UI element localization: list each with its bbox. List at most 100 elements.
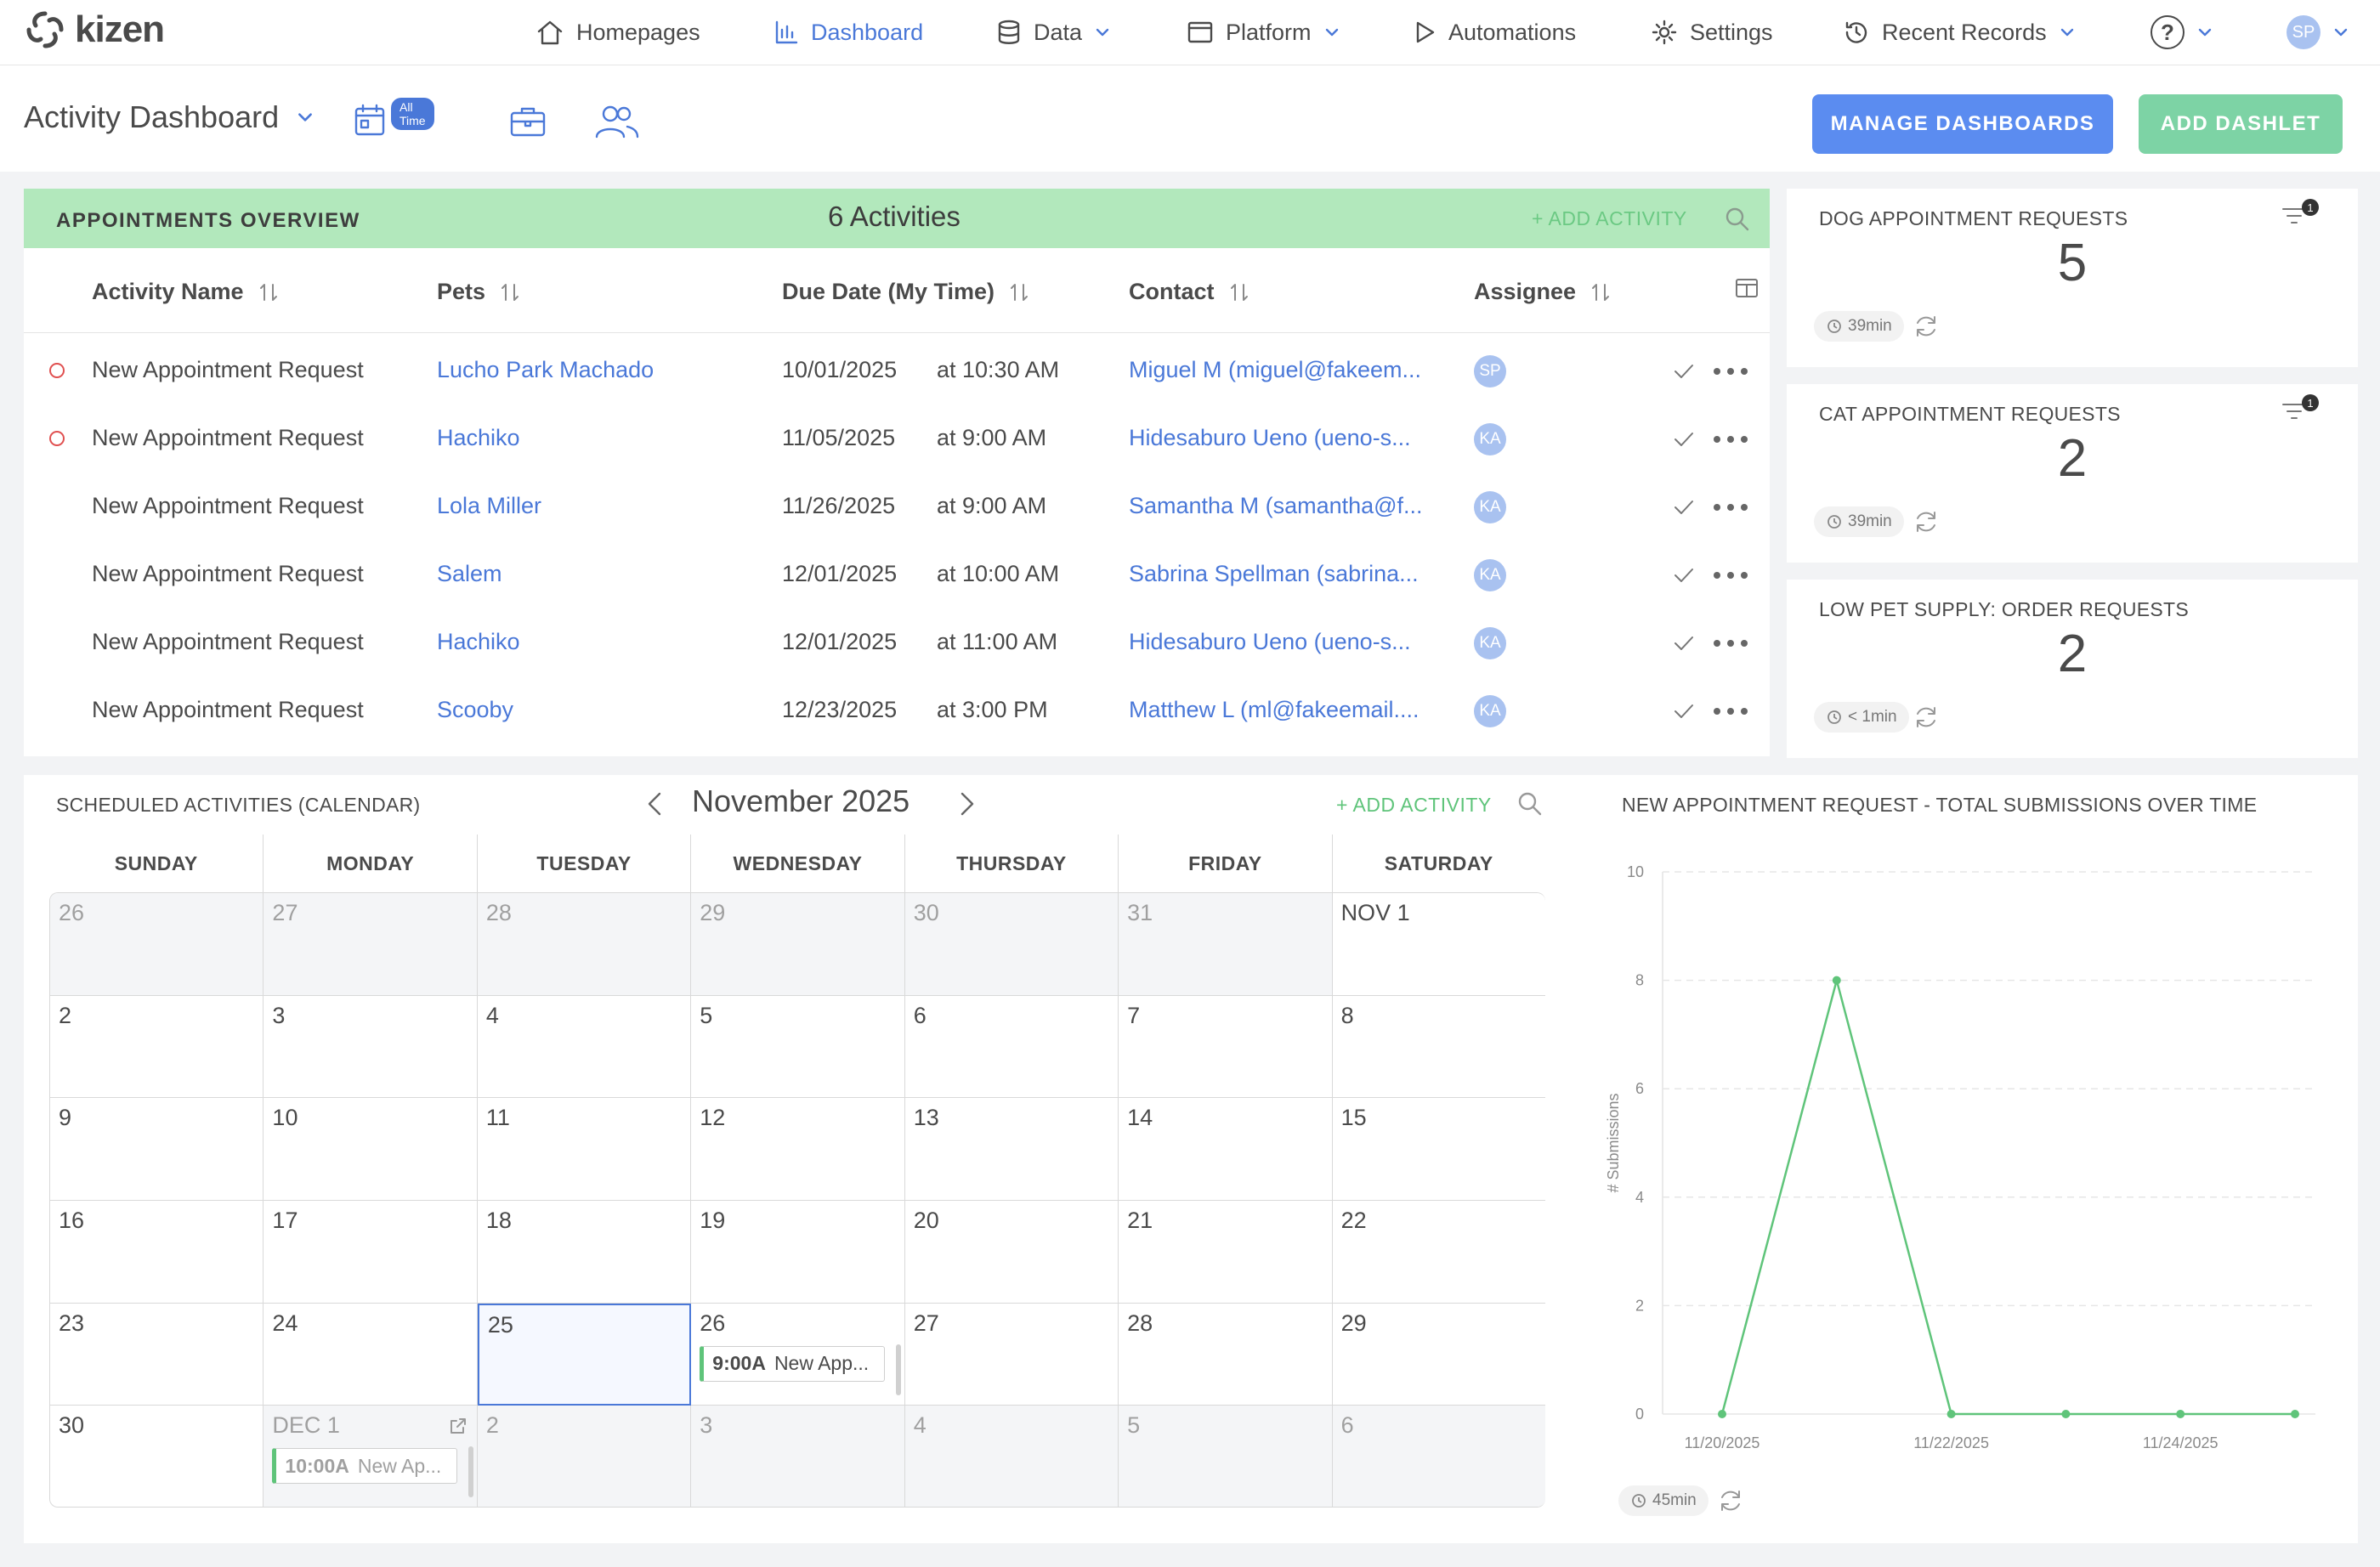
- calendar-day-cell[interactable]: 27: [904, 1303, 1119, 1406]
- column-header-contact[interactable]: Contact: [1129, 279, 1250, 305]
- calendar-day-cell[interactable]: 30: [904, 893, 1119, 996]
- calendar-day-cell[interactable]: 21: [1119, 1201, 1333, 1304]
- external-link-icon[interactable]: [448, 1416, 468, 1436]
- contact-link[interactable]: Hidesaburo Ueno (ueno-s...: [1129, 425, 1411, 450]
- column-header-activity-name[interactable]: Activity Name: [92, 279, 280, 305]
- calendar-day-cell[interactable]: 2: [477, 1406, 692, 1507]
- calendar-day-cell[interactable]: 3: [691, 1406, 905, 1507]
- table-row[interactable]: New Appointment Request Salem 12/01/2025…: [24, 540, 1770, 608]
- columns-icon[interactable]: [1734, 277, 1760, 301]
- assignee-avatar[interactable]: SP: [1474, 355, 1506, 388]
- filter-button[interactable]: 1: [2280, 199, 2319, 234]
- chevron-left-icon[interactable]: [641, 787, 670, 821]
- user-menu[interactable]: SP: [2286, 0, 2349, 65]
- event-scrollbar[interactable]: [895, 1344, 901, 1395]
- chevron-right-icon[interactable]: [952, 787, 981, 821]
- assignee-avatar[interactable]: KA: [1474, 491, 1506, 523]
- table-row[interactable]: New Appointment Request Lola Miller 11/2…: [24, 472, 1770, 540]
- more-options-icon[interactable]: [1712, 563, 1749, 588]
- calendar-day-cell[interactable]: NOV 1: [1332, 893, 1545, 996]
- check-icon[interactable]: [1671, 563, 1697, 588]
- nav-automations[interactable]: Automations: [1413, 0, 1576, 65]
- calendar-day-cell[interactable]: 18: [477, 1201, 692, 1304]
- dashboard-selector[interactable]: Activity Dashboard: [24, 99, 314, 135]
- contact-link[interactable]: Matthew L (ml@fakeemail....: [1129, 697, 1420, 722]
- calendar-day-cell[interactable]: 7: [1119, 995, 1333, 1099]
- calendar-day-cell[interactable]: 8: [1332, 995, 1545, 1099]
- table-row[interactable]: New Appointment Request Scooby 12/23/202…: [24, 676, 1770, 744]
- calendar-day-cell[interactable]: 4: [904, 1406, 1119, 1507]
- help-menu[interactable]: ?: [2150, 0, 2213, 65]
- activity-name-cell[interactable]: New Appointment Request: [92, 493, 364, 518]
- date-filter[interactable]: All Time: [354, 98, 434, 143]
- business-filter-button[interactable]: [508, 105, 547, 143]
- more-options-icon[interactable]: [1712, 631, 1749, 656]
- calendar-event[interactable]: 9:00A New App...: [700, 1345, 885, 1382]
- assignee-avatar[interactable]: KA: [1474, 695, 1506, 727]
- calendar-day-cell[interactable]: 27: [264, 893, 478, 996]
- add-activity-link[interactable]: + ADD ACTIVITY: [1532, 207, 1687, 229]
- calendar-event[interactable]: 10:00A New Ap...: [272, 1448, 457, 1485]
- event-scrollbar[interactable]: [468, 1446, 473, 1498]
- brand-logo[interactable]: kizen: [24, 8, 165, 51]
- calendar-day-cell[interactable]: 29: [1332, 1303, 1545, 1406]
- calendar-day-cell[interactable]: 30: [50, 1406, 264, 1507]
- calendar-day-cell[interactable]: 11: [477, 1098, 692, 1201]
- column-header-pets[interactable]: Pets: [437, 279, 521, 305]
- calendar-day-cell[interactable]: 14: [1119, 1098, 1333, 1201]
- more-options-icon[interactable]: [1712, 359, 1749, 384]
- more-options-icon[interactable]: [1712, 495, 1749, 520]
- add-dashlet-button[interactable]: ADD DASHLET: [2139, 94, 2343, 154]
- check-icon[interactable]: [1671, 699, 1697, 724]
- calendar-day-cell[interactable]: 10: [264, 1098, 478, 1201]
- calendar-day-cell[interactable]: 28: [1119, 1303, 1333, 1406]
- calendar-day-cell[interactable]: 20: [904, 1201, 1119, 1304]
- check-icon[interactable]: [1671, 359, 1697, 384]
- activity-name-cell[interactable]: New Appointment Request: [92, 425, 364, 450]
- assignee-avatar[interactable]: KA: [1474, 559, 1506, 591]
- table-row[interactable]: New Appointment Request Hachiko 11/05/20…: [24, 404, 1770, 472]
- contact-link[interactable]: Samantha M (samantha@f...: [1129, 493, 1423, 518]
- pet-link[interactable]: Lucho Park Machado: [437, 357, 654, 382]
- search-icon[interactable]: [1724, 206, 1751, 233]
- search-icon[interactable]: [1516, 790, 1544, 817]
- activity-name-cell[interactable]: New Appointment Request: [92, 357, 364, 382]
- nav-dashboard[interactable]: Dashboard: [774, 0, 923, 65]
- pet-link[interactable]: Hachiko: [437, 425, 520, 450]
- calendar-day-cell[interactable]: 4: [477, 995, 692, 1099]
- calendar-day-cell[interactable]: 25: [477, 1303, 692, 1406]
- activity-name-cell[interactable]: New Appointment Request: [92, 561, 364, 586]
- calendar-day-cell[interactable]: 26: [50, 893, 264, 996]
- contact-link[interactable]: Miguel M (miguel@fakeem...: [1129, 357, 1422, 382]
- activity-name-cell[interactable]: New Appointment Request: [92, 697, 364, 722]
- calendar-day-cell[interactable]: 31: [1119, 893, 1333, 996]
- nav-data[interactable]: Data: [996, 0, 1111, 65]
- calendar-day-cell[interactable]: 5: [1119, 1406, 1333, 1507]
- column-header-due-date[interactable]: Due Date (My Time): [782, 279, 1030, 305]
- pet-link[interactable]: Lola Miller: [437, 493, 542, 518]
- calendar-day-cell[interactable]: 6: [1332, 1406, 1545, 1507]
- contact-link[interactable]: Hidesaburo Ueno (ueno-s...: [1129, 629, 1411, 654]
- activity-name-cell[interactable]: New Appointment Request: [92, 629, 364, 654]
- table-row[interactable]: New Appointment Request Hachiko 12/01/20…: [24, 608, 1770, 676]
- filter-button[interactable]: 1: [2280, 394, 2319, 429]
- pet-link[interactable]: Scooby: [437, 697, 514, 722]
- check-icon[interactable]: [1671, 427, 1697, 452]
- nav-recent-records[interactable]: Recent Records: [1843, 0, 2076, 65]
- refresh-icon[interactable]: [1717, 1487, 1744, 1514]
- pet-link[interactable]: Hachiko: [437, 629, 520, 654]
- refresh-icon[interactable]: [1912, 704, 1940, 731]
- calendar-day-cell[interactable]: 19: [691, 1201, 905, 1304]
- calendar-day-cell[interactable]: 23: [50, 1303, 264, 1406]
- more-options-icon[interactable]: [1712, 427, 1749, 452]
- nav-settings[interactable]: Settings: [1651, 0, 1773, 65]
- calendar-day-cell[interactable]: 28: [477, 893, 692, 996]
- column-header-assignee[interactable]: Assignee: [1474, 279, 1612, 305]
- check-icon[interactable]: [1671, 495, 1697, 520]
- calendar-day-cell[interactable]: 5: [691, 995, 905, 1099]
- calendar-day-cell[interactable]: 6: [904, 995, 1119, 1099]
- assignee-avatar[interactable]: KA: [1474, 627, 1506, 659]
- table-row[interactable]: New Appointment Request Lucho Park Macha…: [24, 337, 1770, 404]
- check-icon[interactable]: [1671, 631, 1697, 656]
- pet-link[interactable]: Salem: [437, 561, 502, 586]
